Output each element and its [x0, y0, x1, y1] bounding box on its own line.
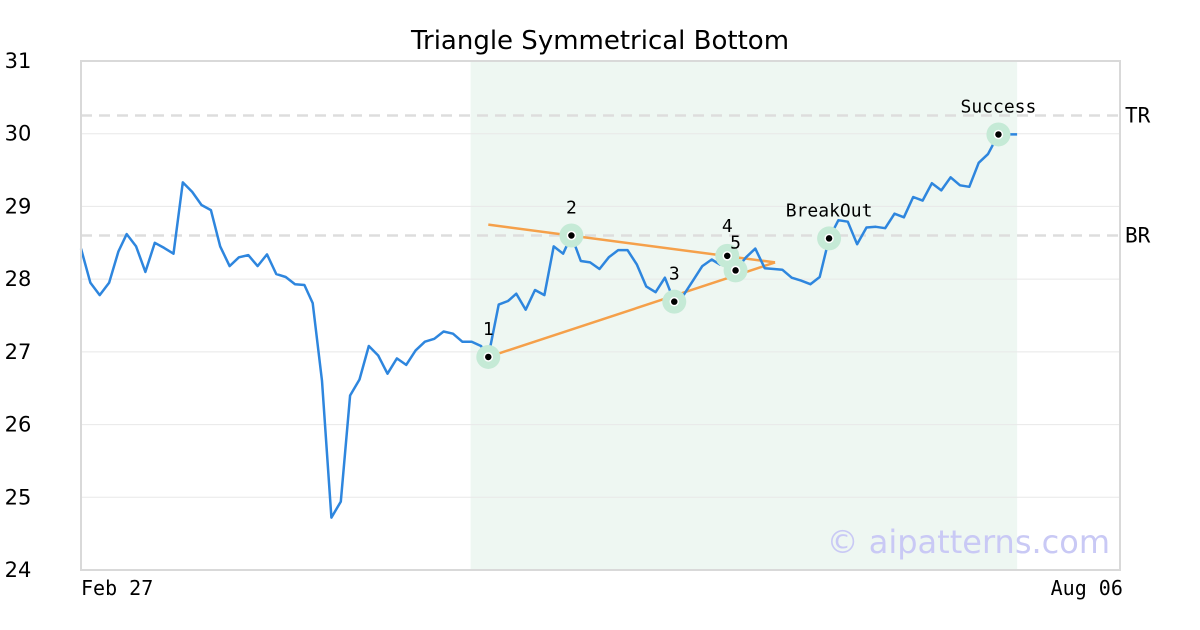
pattern-point-label: 5 [730, 232, 741, 253]
price-line [79, 133, 1018, 519]
pattern-point-label: 4 [722, 216, 733, 237]
y-tick-label: 30 [5, 122, 32, 146]
pattern-point-marker [722, 251, 733, 261]
x-tick-label: Aug 06 [1051, 576, 1123, 600]
pattern-point-marker [993, 129, 1004, 140]
plot-border [80, 60, 1121, 571]
pattern-point-label: BreakOut [786, 200, 873, 221]
y-tick-label: 25 [5, 485, 32, 509]
pattern-point-label: 2 [566, 198, 577, 219]
pattern-region [470, 61, 1018, 570]
y-tick-label: 24 [5, 558, 32, 582]
pattern-point-marker [483, 352, 494, 362]
pattern-point-label: 3 [669, 264, 680, 285]
y-tick-label: 27 [5, 340, 32, 364]
reference-line-label: BR [1125, 224, 1151, 248]
pattern-point-label: Success [961, 96, 1037, 117]
chart-title: Triangle Symmetrical Bottom [410, 26, 789, 56]
reference-line-label: TR [1125, 104, 1151, 128]
y-tick-label: 29 [5, 194, 32, 218]
pattern-point-marker [669, 296, 680, 307]
pattern-point-marker [824, 233, 834, 244]
x-tick-label: Feb 27 [81, 576, 153, 600]
watermark: © aipatterns.com [827, 523, 1110, 561]
pattern-point-label: 1 [483, 319, 494, 340]
pattern-point-marker [566, 230, 577, 241]
pattern-point-marker [730, 265, 741, 276]
y-tick-label: 28 [5, 267, 32, 291]
y-tick-label: 31 [5, 49, 32, 73]
y-tick-label: 26 [5, 413, 32, 437]
